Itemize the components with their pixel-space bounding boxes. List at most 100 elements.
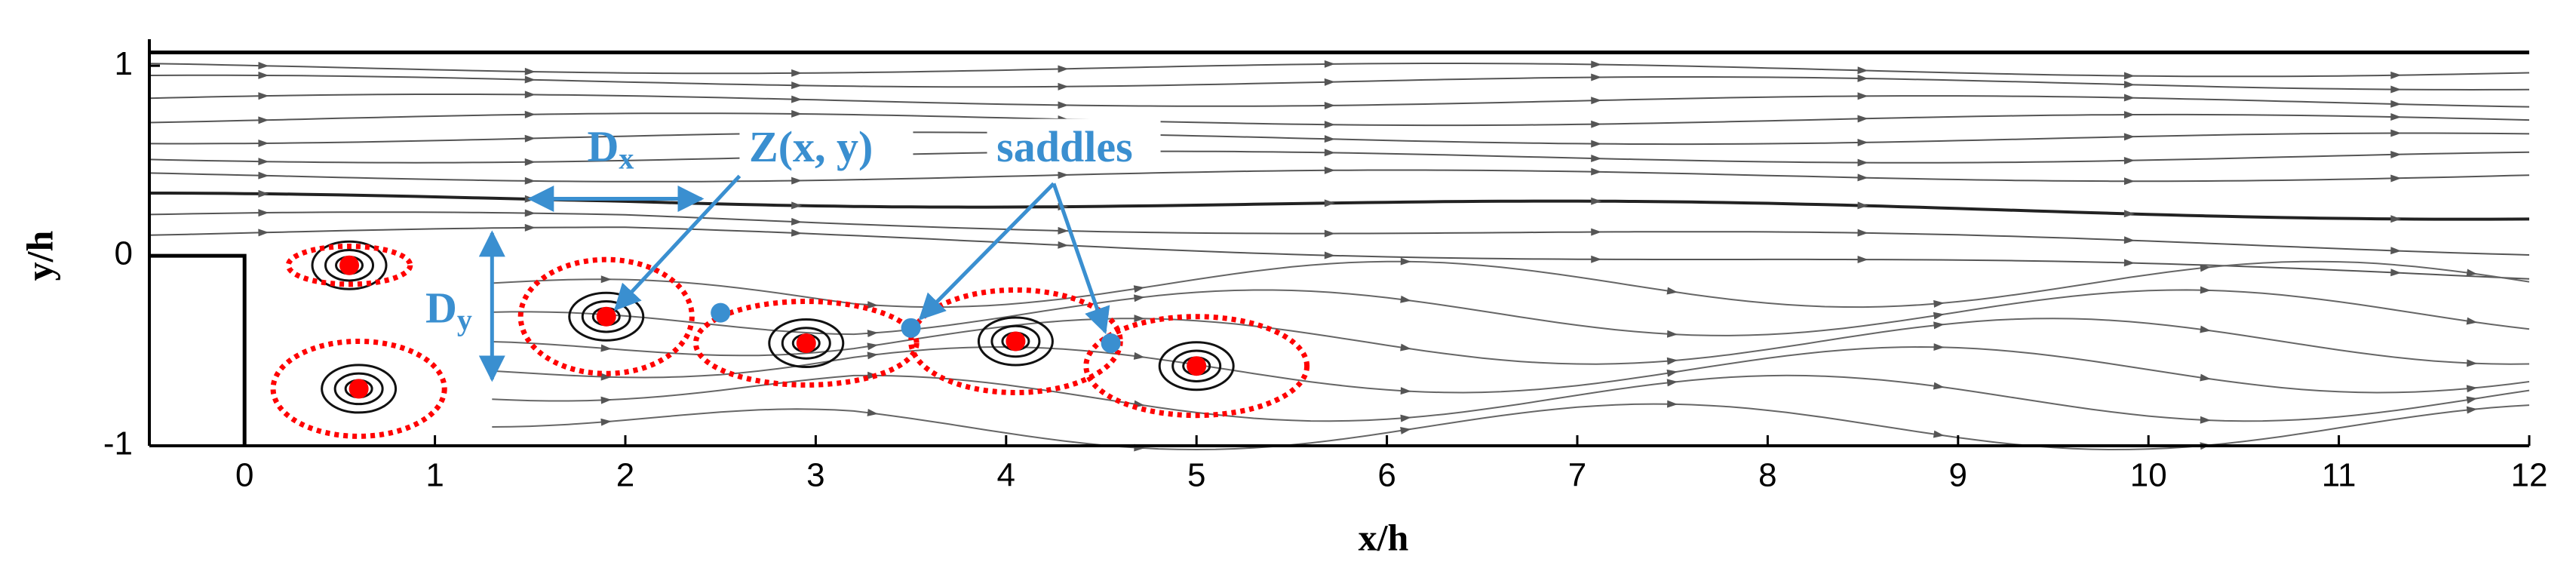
- dy-label-sub: y: [457, 303, 472, 337]
- flow-arrow: [524, 223, 536, 232]
- vortex-center: [348, 379, 369, 399]
- vortex-core: [581, 299, 631, 333]
- flow-arrow: [258, 189, 269, 198]
- flow-arrow: [1666, 379, 1678, 387]
- flow-arrow: [867, 301, 879, 309]
- flow-arrow: [524, 209, 536, 217]
- flow-arrow: [2467, 359, 2478, 367]
- flow-arrow: [2390, 215, 2402, 223]
- flow-arrow: [2200, 373, 2211, 382]
- flow-arrow: [2390, 247, 2402, 255]
- flow-arrow: [1591, 97, 1602, 105]
- vortex-boundary: [270, 338, 447, 439]
- flow-arrow: [791, 201, 803, 210]
- flow-arrow: [2390, 150, 2402, 158]
- flow-arrow: [1400, 414, 1411, 422]
- x-tick-label: 6: [1377, 457, 1395, 494]
- flow-arrow: [1058, 171, 1069, 180]
- flow-arrow: [1324, 78, 1335, 86]
- flow-arrow: [1400, 427, 1411, 434]
- flow-arrow: [1324, 229, 1335, 238]
- flow-arrow: [2200, 286, 2211, 294]
- vortex-center: [796, 333, 816, 353]
- flow-arrow: [2466, 396, 2478, 404]
- flow-arrow: [258, 171, 269, 180]
- flow-arrow: [1324, 251, 1335, 259]
- flow-arrow: [1400, 295, 1411, 303]
- flow-arrow: [2123, 94, 2135, 102]
- flow-arrow: [600, 373, 612, 381]
- x-tick-label: 10: [2130, 457, 2167, 494]
- flow-arrow: [2390, 174, 2402, 183]
- flow-arrow: [1933, 343, 1945, 352]
- streamline: [492, 318, 2530, 365]
- x-tick-label: 3: [806, 457, 824, 494]
- vortex-core: [311, 240, 388, 290]
- flow-arrow: [791, 95, 803, 103]
- vortex-core: [333, 372, 384, 406]
- vortex-center: [1006, 331, 1026, 352]
- vortex-center: [339, 255, 360, 275]
- saddle-point: [901, 318, 921, 338]
- x-tick-label: 12: [2511, 457, 2548, 494]
- flow-arrow: [1857, 139, 1868, 147]
- flow-arrow: [791, 109, 803, 118]
- flow-arrow: [2123, 236, 2135, 244]
- flow-arrow: [1133, 294, 1145, 302]
- flow-arrow: [1933, 382, 1945, 390]
- x-tick-label: 8: [1758, 457, 1776, 494]
- flow-arrow: [791, 177, 803, 185]
- flow-arrow: [1058, 101, 1069, 109]
- flow-arrow: [258, 116, 269, 124]
- flow-arrow: [2390, 269, 2402, 277]
- flow-arrow: [524, 158, 536, 166]
- flow-arrow: [1058, 65, 1069, 73]
- flow-arrow: [1857, 201, 1868, 210]
- label-bg: [987, 118, 1161, 172]
- x-tick-label: 1: [425, 457, 444, 494]
- flow-arrow: [1933, 321, 1945, 330]
- vortex-center: [596, 306, 616, 327]
- x-axis-title: x/h: [1359, 516, 1409, 558]
- flow-arrow: [791, 229, 803, 237]
- flow-arrow: [1933, 430, 1945, 438]
- flow-arrow: [1400, 387, 1411, 395]
- flow-arrow: [1857, 173, 1868, 182]
- flow-arrow: [2123, 156, 2135, 164]
- flow-arrow: [258, 71, 269, 79]
- vortex-boundary: [285, 244, 413, 287]
- flow-arrow: [2390, 85, 2402, 94]
- flow-arrow: [524, 91, 536, 99]
- flow-arrow: [1133, 352, 1145, 360]
- flow-arrow: [867, 342, 879, 351]
- vortex-core: [321, 364, 398, 414]
- vortex-core: [990, 324, 1041, 358]
- streamline: [149, 131, 2530, 146]
- flow-arrow: [1857, 256, 1868, 264]
- vortex-core: [768, 318, 845, 368]
- flow-arrow: [524, 75, 536, 84]
- z-label: Z(x, y): [749, 122, 873, 171]
- flow-arrow: [1324, 149, 1335, 157]
- flow-arrow: [524, 67, 536, 75]
- flow-arrow: [1324, 166, 1335, 174]
- flow-arrow: [2200, 325, 2211, 333]
- y-tick-label: 1: [115, 45, 133, 82]
- flow-arrow: [1857, 92, 1868, 100]
- flow-arrow: [600, 396, 612, 404]
- dx-label-sub: x: [619, 142, 634, 176]
- flow-arrow: [2200, 416, 2211, 424]
- y-tick-label: -1: [103, 425, 133, 462]
- flow-arrow: [258, 158, 269, 166]
- flow-arrow: [1933, 312, 1945, 320]
- flow-arrow: [2390, 129, 2402, 137]
- y-tick-label: 0: [115, 235, 133, 272]
- streamline: [149, 211, 2530, 256]
- flow-arrow: [1058, 241, 1069, 249]
- streamline: [492, 260, 2530, 309]
- flow-arrow: [2466, 406, 2478, 414]
- x-tick-label: 0: [235, 457, 253, 494]
- flow-arrow: [600, 275, 612, 284]
- flow-arrow: [1666, 357, 1678, 365]
- vortex-boundary: [1083, 314, 1310, 419]
